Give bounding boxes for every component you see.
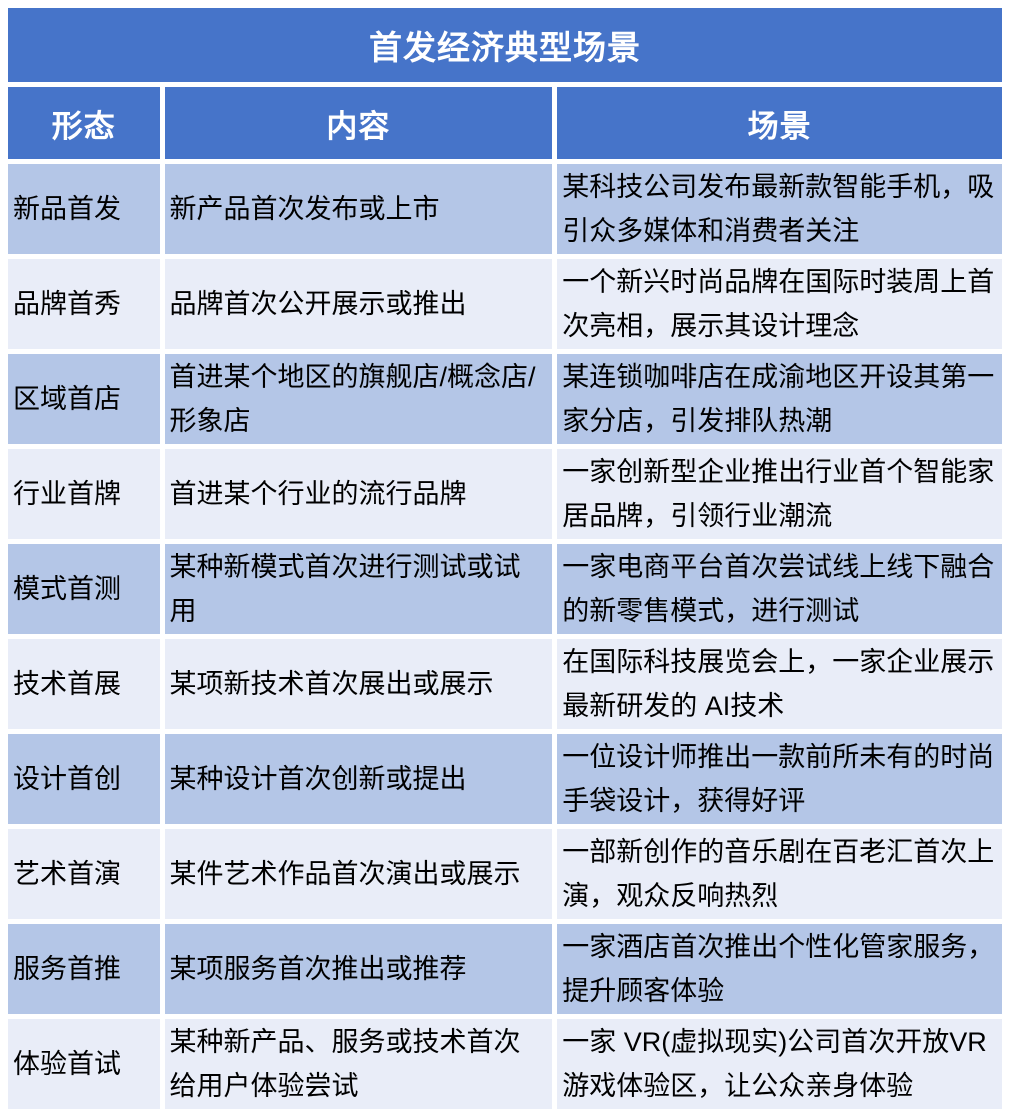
- cell-form: 品牌首秀: [8, 259, 160, 349]
- cell-content: 某件艺术作品首次演出或展示: [164, 829, 553, 919]
- title-row: 首发经济典型场景: [8, 8, 1002, 82]
- cell-scenario: 在国际科技展览会上，一家企业展示最新研发的 AI技术: [557, 639, 1002, 729]
- cell-content: 新产品首次发布或上市: [164, 164, 553, 254]
- cell-form: 服务首推: [8, 924, 160, 1014]
- table-row: 设计首创 某种设计首次创新或提出 一位设计师推出一款前所未有的时尚手袋设计，获得…: [8, 734, 1002, 824]
- cell-form: 新品首发: [8, 164, 160, 254]
- cell-scenario: 一位设计师推出一款前所未有的时尚手袋设计，获得好评: [557, 734, 1002, 824]
- cell-form: 行业首牌: [8, 449, 160, 539]
- column-header-form: 形态: [8, 87, 160, 159]
- table-row: 品牌首秀 品牌首次公开展示或推出 一个新兴时尚品牌在国际时装周上首次亮相，展示其…: [8, 259, 1002, 349]
- cell-content: 首进某个行业的流行品牌: [164, 449, 553, 539]
- table-row: 行业首牌 首进某个行业的流行品牌 一家创新型企业推出行业首个智能家居品牌，引领行…: [8, 449, 1002, 539]
- table-row: 艺术首演 某件艺术作品首次演出或展示 一部新创作的音乐剧在百老汇首次上演，观众反…: [8, 829, 1002, 919]
- cell-form: 模式首测: [8, 544, 160, 634]
- column-header-scenario: 场景: [557, 87, 1002, 159]
- cell-scenario: 一部新创作的音乐剧在百老汇首次上演，观众反响热烈: [557, 829, 1002, 919]
- cell-content: 某种新模式首次进行测试或试用: [164, 544, 553, 634]
- cell-content: 品牌首次公开展示或推出: [164, 259, 553, 349]
- table-row: 技术首展 某项新技术首次展出或展示 在国际科技展览会上，一家企业展示最新研发的 …: [8, 639, 1002, 729]
- cell-content: 某种设计首次创新或提出: [164, 734, 553, 824]
- table-row: 区域首店 首进某个地区的旗舰店/概念店/形象店 某连锁咖啡店在成渝地区开设其第一…: [8, 354, 1002, 444]
- header-row: 形态 内容 场景: [8, 87, 1002, 159]
- cell-content: 某种新产品、服务或技术首次给用户体验尝试: [164, 1019, 553, 1109]
- cell-content: 首进某个地区的旗舰店/概念店/形象店: [164, 354, 553, 444]
- cell-form: 体验首试: [8, 1019, 160, 1109]
- table-row: 服务首推 某项服务首次推出或推荐 一家酒店首次推出个性化管家服务，提升顾客体验: [8, 924, 1002, 1014]
- scenario-table: 首发经济典型场景 形态 内容 场景 新品首发 新产品首次发布或上市 某科技公司发…: [3, 3, 1007, 1114]
- cell-form: 区域首店: [8, 354, 160, 444]
- table-title: 首发经济典型场景: [8, 8, 1002, 82]
- cell-scenario: 一个新兴时尚品牌在国际时装周上首次亮相，展示其设计理念: [557, 259, 1002, 349]
- cell-form: 技术首展: [8, 639, 160, 729]
- cell-content: 某项服务首次推出或推荐: [164, 924, 553, 1014]
- table-row: 体验首试 某种新产品、服务或技术首次给用户体验尝试 一家 VR(虚拟现实)公司首…: [8, 1019, 1002, 1109]
- column-header-content: 内容: [164, 87, 553, 159]
- table-row: 新品首发 新产品首次发布或上市 某科技公司发布最新款智能手机，吸引众多媒体和消费…: [8, 164, 1002, 254]
- cell-scenario: 一家电商平台首次尝试线上线下融合的新零售模式，进行测试: [557, 544, 1002, 634]
- cell-scenario: 一家酒店首次推出个性化管家服务，提升顾客体验: [557, 924, 1002, 1014]
- cell-scenario: 一家创新型企业推出行业首个智能家居品牌，引领行业潮流: [557, 449, 1002, 539]
- cell-scenario: 某科技公司发布最新款智能手机，吸引众多媒体和消费者关注: [557, 164, 1002, 254]
- cell-form: 设计首创: [8, 734, 160, 824]
- cell-scenario: 一家 VR(虚拟现实)公司首次开放VR游戏体验区，让公众亲身体验: [557, 1019, 1002, 1109]
- cell-content: 某项新技术首次展出或展示: [164, 639, 553, 729]
- cell-scenario: 某连锁咖啡店在成渝地区开设其第一家分店，引发排队热潮: [557, 354, 1002, 444]
- table-row: 模式首测 某种新模式首次进行测试或试用 一家电商平台首次尝试线上线下融合的新零售…: [8, 544, 1002, 634]
- cell-form: 艺术首演: [8, 829, 160, 919]
